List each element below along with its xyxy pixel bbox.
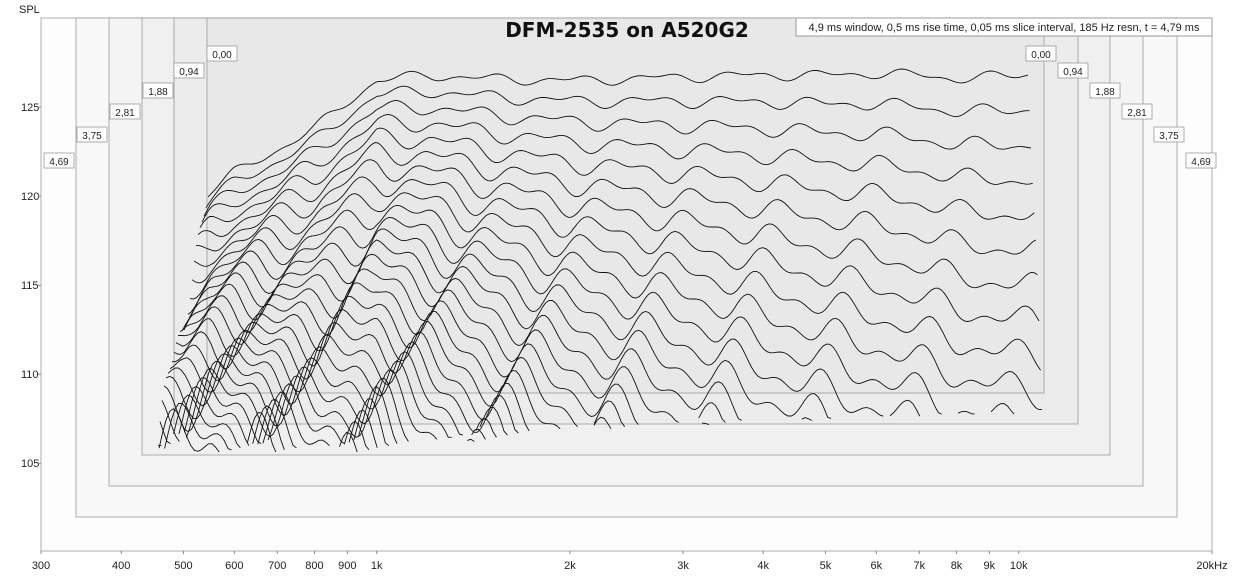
decay-slice — [173, 394, 378, 449]
time-label-right: 1,88 — [1089, 82, 1121, 99]
time-label-right: 2,81 — [1121, 103, 1153, 120]
decay-slice — [177, 282, 710, 426]
decay-slice — [203, 100, 1032, 217]
y-tick-label: 125 — [21, 102, 39, 114]
time-label-text: 0,00 — [212, 50, 232, 61]
x-tick-label: 400 — [112, 560, 130, 572]
decay-slice — [183, 239, 832, 419]
decay-slice — [173, 309, 612, 430]
x-tick-label: 8k — [951, 560, 963, 572]
time-slice-frames — [40, 17, 1213, 552]
x-tick-label: 9k — [984, 560, 996, 572]
time-label-text: 3,75 — [82, 131, 102, 142]
time-label-left: 3,75 — [76, 126, 108, 143]
decay-slice — [191, 192, 1041, 371]
x-tick-label: 7k — [913, 560, 925, 572]
measurement-info-box: 4,9 ms window, 0,5 ms rise time, 0,05 ms… — [795, 17, 1213, 37]
x-tick-label: 5k — [820, 560, 832, 572]
time-label-left: 1,88 — [142, 82, 174, 99]
y-tick-label: 120 — [21, 191, 39, 203]
x-tick-label: 1k — [371, 560, 383, 572]
decay-slice — [199, 127, 1035, 228]
decay-slice — [169, 334, 519, 434]
time-label-text: 3,75 — [1159, 131, 1179, 142]
time-label-text: 2,81 — [1127, 108, 1147, 119]
y-axis-ticks: 105 110 115 120 125 — [21, 102, 41, 470]
time-label-text: 4,69 — [49, 157, 69, 168]
time-label-text: 2,81 — [115, 108, 135, 119]
x-tick-label: 700 — [268, 560, 286, 572]
decay-slice — [205, 85, 1030, 209]
decay-slice — [193, 176, 1040, 322]
time-label-text: 0,94 — [179, 67, 199, 78]
x-tick-label: 900 — [338, 560, 356, 572]
x-tick-label: 600 — [225, 560, 243, 572]
time-label-right: 0,94 — [1057, 62, 1089, 79]
time-label-right: 0,00 — [1025, 45, 1057, 62]
decay-slice — [207, 68, 1029, 198]
decay-slice — [159, 377, 398, 444]
decay-slice — [201, 114, 1033, 223]
decay-slice — [171, 322, 530, 432]
decay-slice — [185, 228, 921, 417]
time-label-right: 3,75 — [1153, 126, 1185, 143]
x-tick-label: 800 — [305, 560, 323, 572]
decay-slice — [167, 345, 508, 436]
chart-title: DFM-2535 on A520G2 — [505, 18, 749, 42]
decay-slice — [164, 403, 370, 451]
time-axis-labels: 0,00 0,00 0,94 0,94 1,88 1,88 2,81 2,81 3,75 3,75… — [43, 45, 1217, 169]
decay-slice — [196, 159, 1038, 289]
time-label-text: 1,88 — [148, 87, 168, 98]
time-label-left: 0,00 — [206, 45, 238, 62]
decay-slice — [189, 204, 1043, 411]
time-label-text: 0,00 — [1031, 50, 1051, 61]
measurement-info-text: 4,9 ms window, 0,5 ms rise time, 0,05 ms… — [809, 22, 1200, 34]
x-tick-label: 300 — [32, 560, 50, 572]
x-tick-label: 4k — [757, 560, 769, 572]
time-label-text: 4,69 — [1191, 157, 1211, 168]
x-tick-label: 3k — [677, 560, 689, 572]
y-tick-label: 105 — [21, 458, 39, 470]
time-label-text: 0,94 — [1063, 67, 1083, 78]
x-tick-label: 2k — [564, 560, 576, 572]
x-tick-label: 10k — [1010, 560, 1028, 572]
decay-slice — [181, 253, 812, 421]
decay-slice — [187, 217, 1015, 415]
decay-slice — [163, 360, 486, 440]
decay-slice — [158, 408, 358, 453]
time-label-left: 0,94 — [173, 62, 205, 79]
x-tick-label: 20kHz — [1196, 560, 1227, 572]
decay-slice — [197, 142, 1037, 255]
x-tick-label: 6k — [870, 560, 882, 572]
time-label-right: 4,69 — [1185, 152, 1217, 169]
decay-curves — [157, 68, 1043, 453]
x-tick-label: 500 — [174, 560, 192, 572]
time-label-left: 2,81 — [109, 103, 141, 120]
y-tick-label: 110 — [21, 369, 39, 381]
y-tick-label: 115 — [21, 280, 39, 292]
time-label-text: 1,88 — [1095, 87, 1115, 98]
y-axis-label: SPL — [19, 4, 40, 16]
x-axis-ticks: 300 400 500 600 700 800 900 1k 2k 3k 4k 5k 6k 7k 8k 9k 1… — [32, 551, 1228, 572]
time-label-left: 4,69 — [43, 152, 75, 169]
